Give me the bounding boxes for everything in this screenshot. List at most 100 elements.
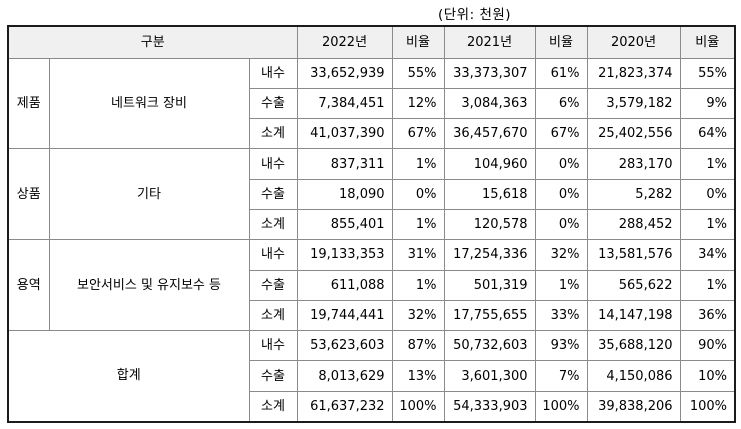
value-2021: 3,601,300 [443,360,536,392]
row-type-label: 소계 [248,118,298,150]
value-2022: 7,384,451 [296,87,393,120]
ratio-2020: 1% [679,148,736,180]
ratio-2022: 12% [391,87,445,120]
value-2021: 120,578 [443,208,536,241]
row-type-label: 내수 [248,57,298,89]
ratio-2020: 36% [679,299,736,332]
ratio-2020: 1% [679,208,736,241]
row-type-label: 수출 [248,87,298,120]
value-2022: 855,401 [296,208,393,241]
row-type-label: 내수 [248,239,298,271]
ratio-2020: 9% [679,87,736,120]
value-2020: 13,581,576 [586,239,681,271]
item-name-cell: 기타 [48,148,250,241]
ratio-2020: 34% [679,239,736,271]
ratio-2021: 67% [534,118,588,150]
value-2022: 41,037,390 [296,118,393,150]
ratio-2020: 90% [679,330,736,362]
table-row: 수출 7,384,451 12% 3,084,363 6% 3,579,182 … [8,87,736,120]
row-type-label: 내수 [248,330,298,362]
ratio-2021: 1% [534,269,588,301]
ratio-2020: 55% [679,57,736,89]
value-2022: 611,088 [296,269,393,301]
item-name-cell: 보안서비스 및 유지보수 등 [48,239,250,332]
row-type-label: 수출 [248,178,298,210]
ratio-2021: 100% [534,390,588,423]
value-2021: 33,373,307 [443,57,536,89]
header-ratio-2021: 비율 [534,25,588,59]
header-ratio-2020: 비율 [679,25,736,59]
table-row: 소계 19,744,441 32% 17,755,655 33% 14,147,… [8,299,736,332]
total-cell: 합계 [7,330,250,423]
table-row: 소계 41,037,390 67% 36,457,670 67% 25,402,… [8,118,736,150]
value-2022: 19,133,353 [296,239,393,271]
ratio-2021: 32% [534,239,588,271]
value-2020: 21,823,374 [586,57,681,89]
value-2021: 15,618 [443,178,536,210]
table-row: 소계 61,637,232 100% 54,333,903 100% 39,83… [8,390,736,423]
value-2021: 36,457,670 [443,118,536,150]
category-cell: 제품 [7,57,50,150]
value-2021: 501,319 [443,269,536,301]
row-type-label: 소계 [248,299,298,332]
ratio-2022: 87% [391,330,445,362]
value-2020: 5,282 [586,178,681,210]
row-type-label: 소계 [248,390,298,423]
header-2021: 2021년 [443,25,536,59]
value-2022: 837,311 [296,148,393,180]
value-2020: 288,452 [586,208,681,241]
table-row: 합계 내수 53,623,603 87% 50,732,603 93% 35,6… [7,330,736,423]
header-ratio-2022: 비율 [391,25,445,59]
value-2022: 53,623,603 [296,330,393,362]
table-row: 수출 18,090 0% 15,618 0% 5,282 0% [8,178,736,210]
value-2020: 565,622 [586,269,681,301]
ratio-2020: 10% [679,360,736,392]
table-row: 상품 기타 내수 837,311 1% 104,960 0% 283,170 1… [7,148,736,241]
ratio-2022: 31% [391,239,445,271]
value-2022: 18,090 [296,178,393,210]
ratio-2022: 13% [391,360,445,392]
ratio-2020: 64% [679,118,736,150]
revenue-breakdown-table: 구분 2022년 비율 2021년 비율 2020년 비율 제품 네트워크 장비… [7,25,737,423]
value-2021: 3,084,363 [443,87,536,120]
ratio-2022: 1% [391,208,445,241]
header-2020: 2020년 [586,25,681,59]
table-row: 수출 8,013,629 13% 3,601,300 7% 4,150,086 … [8,360,736,392]
value-2022: 19,744,441 [296,299,393,332]
header-gubun: 구분 [7,25,298,59]
ratio-2021: 7% [534,360,588,392]
table-row: 수출 611,088 1% 501,319 1% 565,622 1% [8,269,736,301]
ratio-2020: 100% [679,390,736,423]
row-type-label: 소계 [248,208,298,241]
item-name-cell: 네트워크 장비 [48,57,250,150]
value-2021: 17,755,655 [443,299,536,332]
ratio-2021: 6% [534,87,588,120]
ratio-2021: 93% [534,330,588,362]
category-cell: 용역 [7,239,50,332]
table-row: 용역 보안서비스 및 유지보수 등 내수 19,133,353 31% 17,2… [7,239,736,332]
value-2021: 104,960 [443,148,536,180]
ratio-2022: 1% [391,269,445,301]
value-2022: 33,652,939 [296,57,393,89]
value-2021: 17,254,336 [443,239,536,271]
ratio-2021: 33% [534,299,588,332]
ratio-2020: 1% [679,269,736,301]
ratio-2021: 0% [534,178,588,210]
ratio-2022: 1% [391,148,445,180]
header-row: 구분 2022년 비율 2021년 비율 2020년 비율 [7,25,736,59]
row-type-label: 수출 [248,360,298,392]
ratio-2022: 32% [391,299,445,332]
row-type-label: 수출 [248,269,298,301]
value-2020: 283,170 [586,148,681,180]
header-2022: 2022년 [296,25,393,59]
ratio-2021: 61% [534,57,588,89]
value-2020: 35,688,120 [586,330,681,362]
ratio-2022: 100% [391,390,445,423]
value-2022: 61,637,232 [296,390,393,423]
value-2020: 3,579,182 [586,87,681,120]
value-2022: 8,013,629 [296,360,393,392]
row-type-label: 내수 [248,148,298,180]
unit-label: (단위: 천원) [438,7,512,23]
category-cell: 상품 [7,148,50,241]
value-2020: 4,150,086 [586,360,681,392]
